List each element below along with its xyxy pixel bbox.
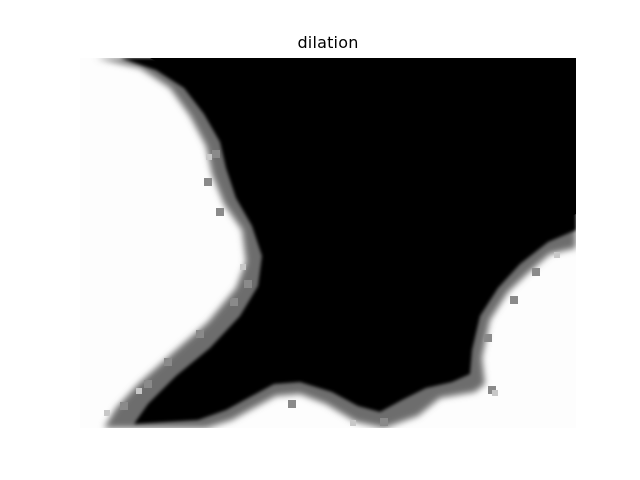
edge-pixels-light: [104, 154, 560, 426]
dilation-image-graphic: [80, 58, 576, 428]
dark-region-core: [150, 58, 576, 398]
image-title: dilation: [297, 33, 359, 52]
dilation-image: [80, 58, 576, 428]
